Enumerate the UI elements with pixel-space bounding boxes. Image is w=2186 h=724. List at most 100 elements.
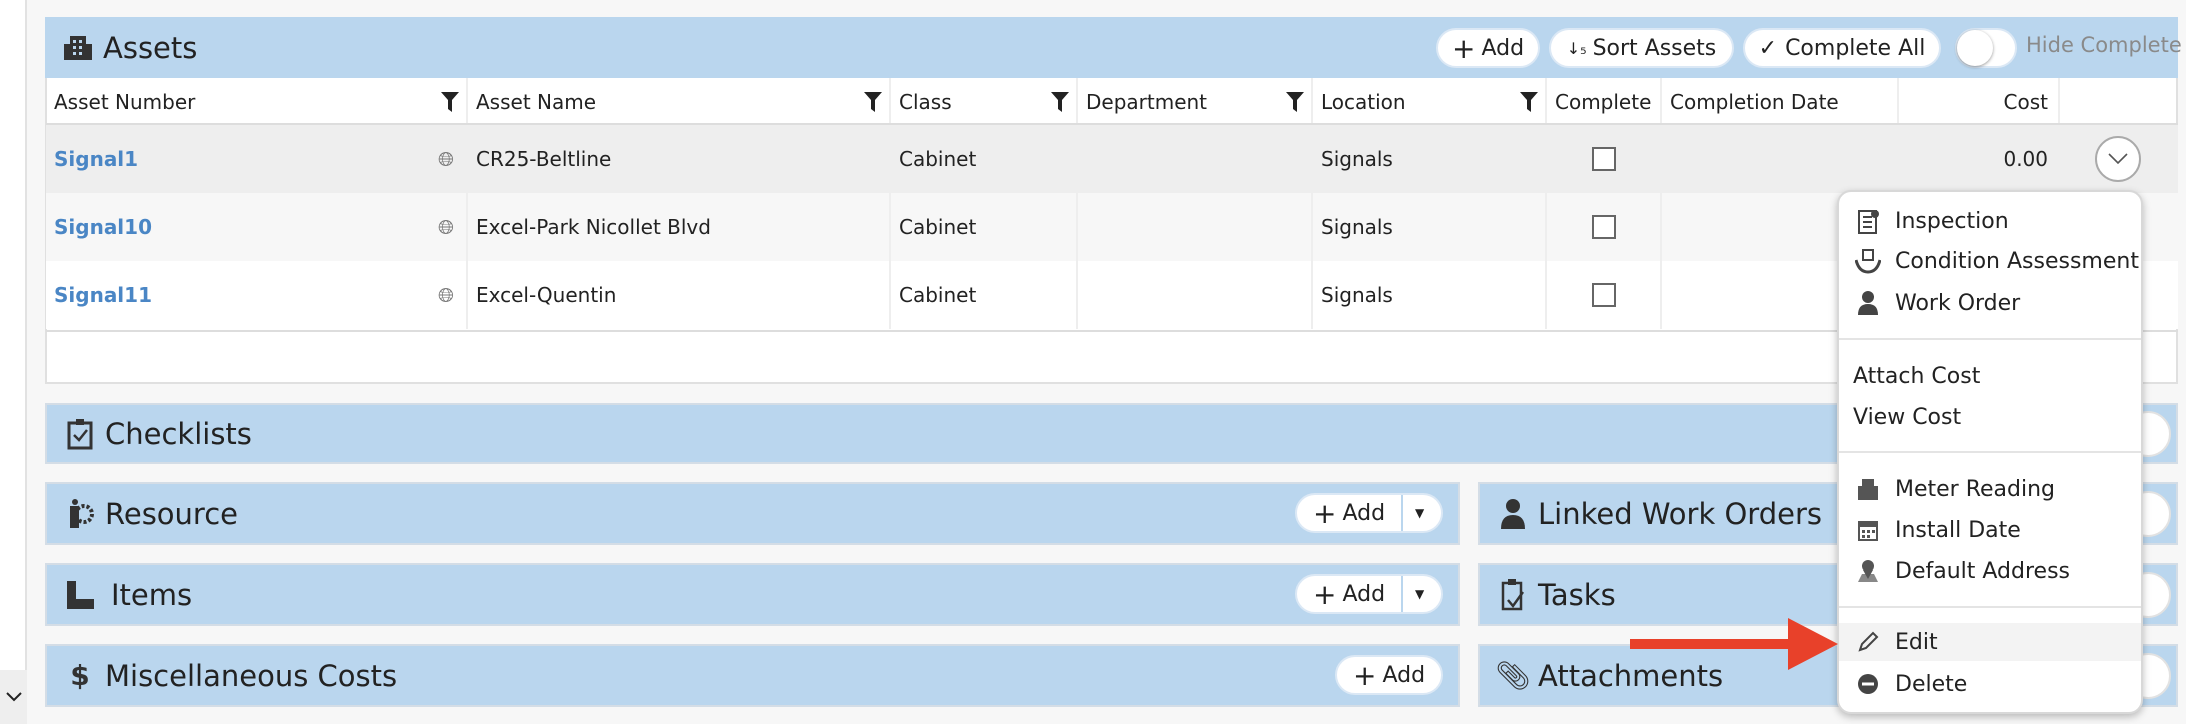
calendar-icon xyxy=(1855,519,1881,541)
misc-costs-section[interactable]: $ Miscellaneous Costs xyxy=(45,644,1460,707)
checklists-section[interactable]: Checklists xyxy=(45,403,2178,464)
column-header[interactable]: Complete xyxy=(1547,78,1662,125)
sort-assets-button[interactable]: ↓₅ Sort Assets xyxy=(1549,28,1734,68)
cell-number: Signal1 🌐︎ xyxy=(46,125,468,193)
add-misc-cost-button[interactable]: + Add xyxy=(1335,655,1443,695)
sort-label: Sort Assets xyxy=(1592,35,1717,61)
cell-text: Signals xyxy=(1321,215,1393,239)
red-arrow-annotation xyxy=(1630,618,1838,670)
add-label: Add xyxy=(1382,662,1426,688)
filter-icon[interactable] xyxy=(863,91,883,113)
menu-item-label: Edit xyxy=(1895,629,1938,655)
cell-text: Signals xyxy=(1321,147,1393,171)
cell-text: Excel-Park Nicollet Blvd xyxy=(476,215,711,239)
dollar-icon: $ xyxy=(70,659,90,692)
check-icon: ✓ xyxy=(1758,35,1778,61)
complete-all-button[interactable]: ✓ Complete All xyxy=(1743,28,1941,68)
cell-text: Excel-Quentin xyxy=(476,283,617,307)
filter-icon[interactable] xyxy=(1519,91,1539,113)
table-bottom-border xyxy=(46,330,2178,332)
inspection-icon xyxy=(1855,208,1881,234)
add-label: Add xyxy=(1342,581,1386,607)
filter-icon[interactable] xyxy=(1050,91,1070,113)
resource-section[interactable]: Resource xyxy=(45,482,1460,545)
menu-item-label: Work Order xyxy=(1895,290,2021,316)
cell-department xyxy=(1078,193,1313,261)
asset-number-link[interactable]: Signal11 xyxy=(54,283,152,307)
column-header[interactable]: Location xyxy=(1313,78,1547,125)
column-header[interactable]: Class xyxy=(891,78,1078,125)
complete-checkbox[interactable] xyxy=(1591,215,1616,239)
menu-item-meter-reading[interactable]: Meter Reading xyxy=(1839,470,2141,508)
menu-divider xyxy=(1839,451,2141,453)
globe-icon[interactable]: 🌐︎ xyxy=(438,215,454,239)
globe-icon[interactable]: 🌐︎ xyxy=(438,147,454,171)
cell-location: Signals xyxy=(1313,261,1547,329)
complete-checkbox[interactable] xyxy=(1591,147,1616,171)
cell-text: Cabinet xyxy=(899,283,977,307)
add-label: Add xyxy=(1481,35,1525,61)
menu-item-condition-assessment[interactable]: Condition Assessment xyxy=(1839,242,2141,280)
add-item-button[interactable]: + Add ▼ xyxy=(1295,574,1443,614)
table-row[interactable]: Signal11 🌐︎ Excel-Quentin Cabinet Signals xyxy=(46,261,2178,329)
table-row[interactable]: Signal10 🌐︎ Excel-Park Nicollet Blvd Cabine… xyxy=(46,193,2178,261)
sort-icon: ↓₅ xyxy=(1566,38,1587,58)
column-header-label: Complete xyxy=(1555,89,1652,114)
column-header[interactable]: Cost xyxy=(1899,78,2060,125)
resource-gear-person-icon xyxy=(63,497,97,531)
menu-item-work-order[interactable]: Work Order xyxy=(1839,284,2141,322)
filter-icon[interactable] xyxy=(1285,91,1305,113)
cell-completion-date xyxy=(1662,125,1899,193)
asset-number-link[interactable]: Signal10 xyxy=(54,215,152,239)
worker-icon xyxy=(1496,497,1530,531)
column-header-label: Completion Date xyxy=(1670,89,1839,114)
caret-down-icon[interactable]: ▼ xyxy=(1415,506,1425,520)
menu-item-label: Delete xyxy=(1895,671,1968,697)
linked-work-orders-title: Linked Work Orders xyxy=(1538,496,1822,531)
cell-location: Signals xyxy=(1313,193,1547,261)
cell-complete xyxy=(1547,261,1662,329)
assets-header: Assets xyxy=(45,17,2178,78)
globe-icon[interactable]: 🌐︎ xyxy=(438,283,454,307)
menu-item-delete[interactable]: Delete xyxy=(1839,665,2141,703)
column-header[interactable]: Asset Number xyxy=(46,78,468,125)
menu-item-attach-cost[interactable]: Attach Cost xyxy=(1839,357,2141,395)
add-label: Add xyxy=(1342,500,1386,526)
caret-down-icon[interactable]: ▼ xyxy=(1415,587,1425,601)
menu-item-label: Inspection xyxy=(1895,208,2009,234)
items-section[interactable]: Items xyxy=(45,563,1460,626)
column-header-label: Location xyxy=(1321,89,1406,114)
table-row[interactable]: Signal1 🌐︎ CR25-Beltline Cabinet Signals 0.00 xyxy=(46,125,2178,193)
minus-circle-icon xyxy=(1855,673,1881,695)
cell-class: Cabinet xyxy=(891,125,1078,193)
cell-number: Signal10 🌐︎ xyxy=(46,193,468,261)
add-asset-button[interactable]: + Add xyxy=(1436,28,1540,68)
cell-name: Excel-Park Nicollet Blvd xyxy=(468,193,891,261)
menu-divider xyxy=(1839,606,2141,608)
menu-item-default-address[interactable]: Default Address xyxy=(1839,552,2141,590)
pencil-icon xyxy=(1855,631,1881,653)
filter-icon[interactable] xyxy=(440,91,460,113)
menu-item-edit[interactable]: Edit xyxy=(1839,623,2141,661)
complete-all-label: Complete All xyxy=(1785,35,1926,61)
cell-text: Cabinet xyxy=(899,215,977,239)
row-actions-button[interactable] xyxy=(2095,136,2141,182)
hide-complete-toggle[interactable] xyxy=(1955,28,2017,68)
menu-item-label: View Cost xyxy=(1853,404,1962,430)
column-header[interactable]: Completion Date xyxy=(1662,78,1899,125)
column-header[interactable]: Department xyxy=(1078,78,1313,125)
column-header-label: Class xyxy=(899,89,952,114)
column-header[interactable]: Asset Name xyxy=(468,78,891,125)
cell-class: Cabinet xyxy=(891,193,1078,261)
menu-item-install-date[interactable]: Install Date xyxy=(1839,511,2141,549)
menu-item-view-cost[interactable]: View Cost xyxy=(1839,398,2141,436)
menu-item-label: Condition Assessment xyxy=(1895,248,2139,274)
asset-number-link[interactable]: Signal1 xyxy=(54,147,139,171)
clipboard-check-icon xyxy=(63,417,97,451)
add-resource-button[interactable]: + Add ▼ xyxy=(1295,493,1443,533)
chevron-down-icon[interactable] xyxy=(0,670,27,724)
cell-complete xyxy=(1547,125,1662,193)
cell-department xyxy=(1078,261,1313,329)
menu-item-inspection[interactable]: Inspection xyxy=(1839,202,2141,240)
complete-checkbox[interactable] xyxy=(1591,283,1616,307)
